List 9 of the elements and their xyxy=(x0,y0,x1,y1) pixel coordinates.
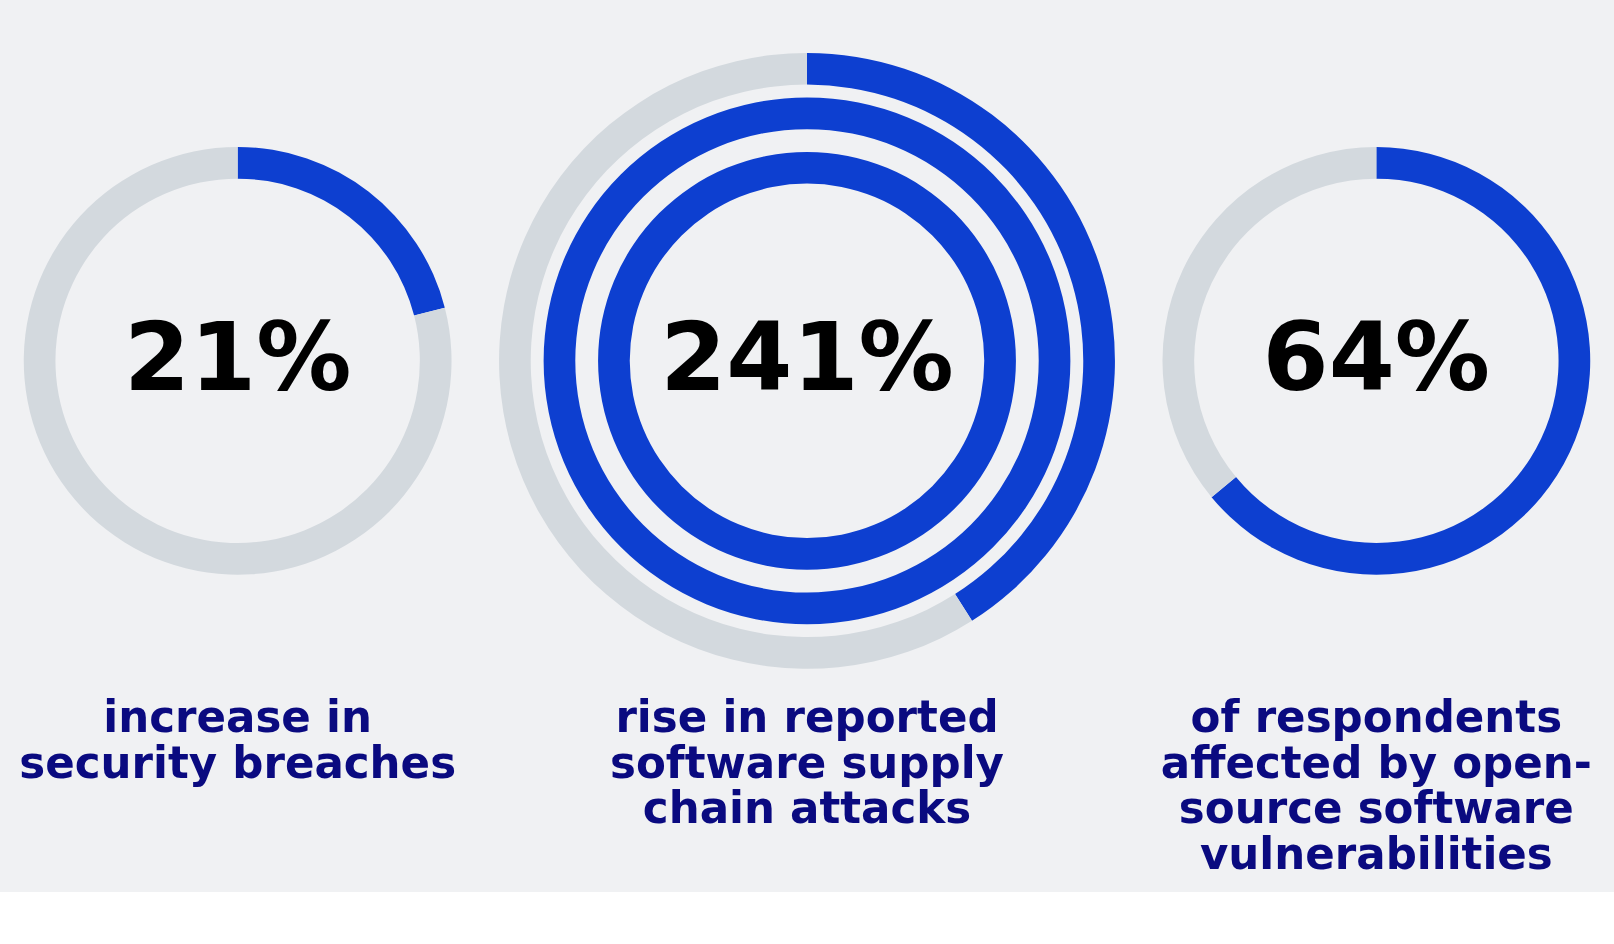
donut-slice xyxy=(23,146,452,575)
text: increase in security breaches xyxy=(19,692,457,788)
data-label: 21% xyxy=(123,301,352,412)
text: 241% xyxy=(660,301,954,412)
donut-slice xyxy=(237,146,445,316)
text: rise in reported software supply chain attacks xyxy=(610,692,1004,834)
text: of respondents affected by open-source software vulnerabilities xyxy=(1160,692,1592,879)
data-label: 64% xyxy=(1262,301,1491,412)
donut-slice xyxy=(1211,146,1591,575)
